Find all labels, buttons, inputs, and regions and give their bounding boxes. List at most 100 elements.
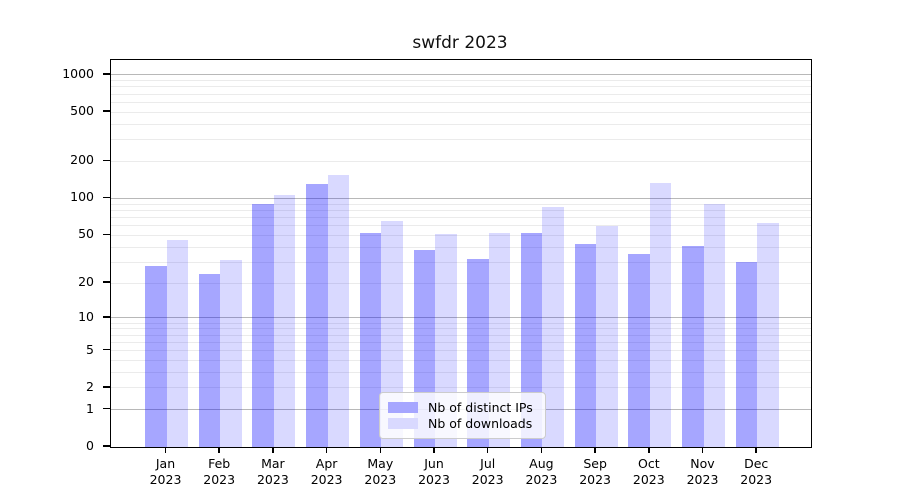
y-tick-label: 1 bbox=[86, 400, 94, 416]
x-tick-label: Jun 2023 bbox=[418, 456, 450, 487]
gridline-minor bbox=[111, 282, 811, 284]
gridline-minor bbox=[111, 111, 811, 113]
gridline-minor bbox=[111, 80, 811, 82]
bar-may-distinct-ips bbox=[359, 233, 382, 447]
y-tick-label: 200 bbox=[70, 152, 94, 168]
y-tick bbox=[103, 110, 110, 112]
x-tick bbox=[218, 447, 220, 453]
y-tick bbox=[103, 233, 110, 235]
x-tick bbox=[755, 447, 757, 453]
bar-nov-downloads bbox=[703, 204, 725, 447]
x-tick bbox=[272, 447, 274, 453]
gridline-minor bbox=[111, 246, 811, 248]
gridline-major bbox=[111, 74, 811, 76]
bar-sep-distinct-ips bbox=[574, 244, 597, 447]
x-tick-label: May 2023 bbox=[364, 456, 397, 487]
chart-title: swfdr 2023 bbox=[412, 33, 508, 53]
gridline-minor bbox=[111, 160, 811, 162]
y-tick bbox=[103, 386, 110, 388]
legend-swatch-distinct-ips bbox=[388, 402, 418, 413]
gridline-minor bbox=[111, 86, 811, 88]
gridline-minor bbox=[111, 261, 811, 263]
bar-jan-downloads bbox=[166, 239, 188, 447]
y-tick bbox=[103, 73, 110, 75]
gridline-minor bbox=[111, 328, 811, 330]
gridline-minor bbox=[111, 101, 811, 103]
bar-apr-distinct-ips bbox=[306, 184, 328, 447]
x-tick-label: Sep 2023 bbox=[579, 456, 611, 487]
gridline-major bbox=[111, 317, 811, 319]
gridline-minor bbox=[111, 139, 811, 141]
legend: Nb of distinct IPs Nb of downloads bbox=[379, 392, 546, 439]
y-tick-label: 500 bbox=[70, 103, 94, 119]
bar-may-downloads bbox=[381, 220, 403, 447]
gridline-minor bbox=[111, 341, 811, 343]
y-tick bbox=[103, 445, 110, 447]
y-tick bbox=[103, 281, 110, 283]
x-tick bbox=[325, 447, 328, 453]
x-tick-label: Mar 2023 bbox=[256, 456, 289, 487]
x-tick bbox=[701, 447, 704, 453]
y-tick bbox=[103, 159, 110, 162]
gridline-minor bbox=[111, 334, 811, 336]
y-tick-label: 20 bbox=[78, 274, 94, 290]
x-tick-label: Feb 2023 bbox=[203, 456, 236, 487]
bar-mar-distinct-ips bbox=[252, 204, 274, 447]
gridline-minor bbox=[111, 203, 811, 205]
bar-oct-downloads bbox=[649, 183, 672, 447]
legend-swatch-downloads bbox=[388, 418, 418, 429]
gridline-major bbox=[111, 197, 811, 199]
x-axis: Jan 2023 Feb 2023 Mar 2023 Apr 2023 May 2023 Jun 20… bbox=[110, 447, 810, 497]
x-tick bbox=[379, 447, 382, 453]
x-tick-label: Nov 2023 bbox=[686, 456, 719, 487]
gridline-minor bbox=[111, 350, 811, 351]
y-tick-label: 50 bbox=[78, 226, 94, 242]
x-tick bbox=[540, 447, 543, 453]
y-tick-label: 100 bbox=[70, 189, 94, 205]
bar-oct-distinct-ips bbox=[628, 254, 650, 447]
x-tick bbox=[433, 447, 435, 453]
gridline-minor bbox=[111, 225, 811, 227]
legend-label-downloads: Nb of downloads bbox=[428, 416, 533, 431]
y-tick bbox=[103, 316, 110, 318]
gridline-minor bbox=[111, 123, 811, 125]
bar-dec-distinct-ips bbox=[735, 262, 758, 447]
x-tick bbox=[486, 447, 489, 453]
legend-label-distinct-ips: Nb of distinct IPs bbox=[428, 400, 533, 415]
y-tick-label: 1000 bbox=[62, 65, 94, 81]
y-axis: 1000 500 200 100 50 20 10 5 2 1 0 bbox=[0, 59, 110, 453]
x-tick bbox=[164, 447, 167, 453]
bar-feb-distinct-ips bbox=[198, 273, 221, 447]
bar-feb-downloads bbox=[220, 260, 242, 447]
x-tick-label: Jul 2023 bbox=[471, 456, 504, 487]
gridline-minor bbox=[111, 209, 811, 211]
bar-jan-distinct-ips bbox=[145, 265, 167, 447]
y-tick-label: 5 bbox=[86, 341, 94, 357]
y-tick bbox=[103, 407, 110, 410]
x-tick-label: Jan 2023 bbox=[149, 456, 182, 487]
bar-dec-downloads bbox=[757, 223, 779, 447]
gridline-minor bbox=[111, 322, 811, 324]
y-tick-label: 2 bbox=[86, 378, 94, 394]
bar-sep-downloads bbox=[596, 225, 618, 447]
x-tick bbox=[648, 447, 650, 453]
y-tick bbox=[103, 348, 110, 351]
x-tick-label: Aug 2023 bbox=[525, 456, 558, 487]
gridline-minor bbox=[111, 359, 811, 361]
x-tick-label: Dec 2023 bbox=[740, 456, 773, 487]
legend-item-distinct-ips: Nb of distinct IPs bbox=[388, 400, 533, 415]
plot-area: Nb of distinct IPs Nb of downloads bbox=[110, 59, 812, 448]
y-tick-label: 0 bbox=[86, 438, 94, 453]
x-tick bbox=[594, 447, 596, 453]
x-tick-label: Oct 2023 bbox=[632, 456, 665, 487]
gridline-minor bbox=[111, 93, 811, 95]
gridline-minor bbox=[111, 371, 811, 373]
bar-mar-downloads bbox=[273, 194, 296, 447]
gridline-minor bbox=[111, 234, 811, 236]
y-tick-label: 10 bbox=[78, 308, 94, 324]
legend-item-downloads: Nb of downloads bbox=[388, 416, 533, 431]
gridline-minor bbox=[111, 216, 811, 218]
y-tick bbox=[103, 196, 110, 199]
x-tick-label: Apr 2023 bbox=[310, 456, 343, 487]
